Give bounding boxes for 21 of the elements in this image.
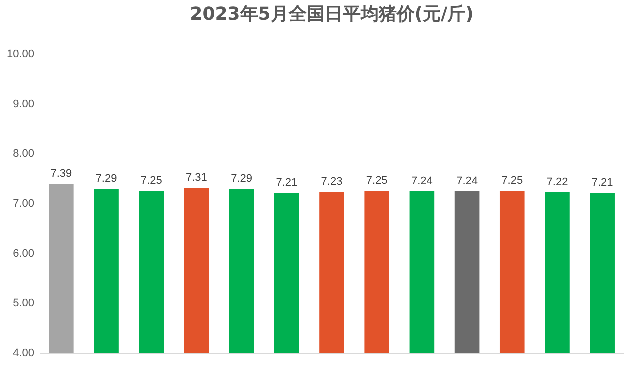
y-tick-label: 10.00 xyxy=(6,48,34,60)
data-label: 7.21 xyxy=(592,177,614,190)
data-label: 7.24 xyxy=(456,176,478,188)
y-tick-label: 9.00 xyxy=(13,98,34,110)
chart-title: 2023年5月全国日平均猪价(元/斤) xyxy=(190,4,474,25)
y-tick-label: 5.00 xyxy=(13,298,34,310)
y-tick-label: 7.00 xyxy=(13,198,34,210)
data-label: 7.24 xyxy=(411,176,433,188)
data-label: 7.23 xyxy=(321,176,343,188)
data-label: 7.31 xyxy=(186,172,208,184)
data-label: 7.21 xyxy=(276,177,298,190)
y-tick-label: 6.00 xyxy=(13,248,34,260)
data-label: 7.25 xyxy=(502,175,524,188)
data-label: 7.22 xyxy=(546,176,568,189)
data-label: 7.25 xyxy=(366,175,388,188)
y-tick-label: 8.00 xyxy=(13,148,34,160)
data-label: 7.39 xyxy=(50,168,72,180)
y-tick-label: 4.00 xyxy=(13,348,34,360)
data-label: 7.29 xyxy=(96,173,118,186)
data-label: 7.25 xyxy=(140,175,162,188)
data-label: 7.29 xyxy=(231,173,253,186)
